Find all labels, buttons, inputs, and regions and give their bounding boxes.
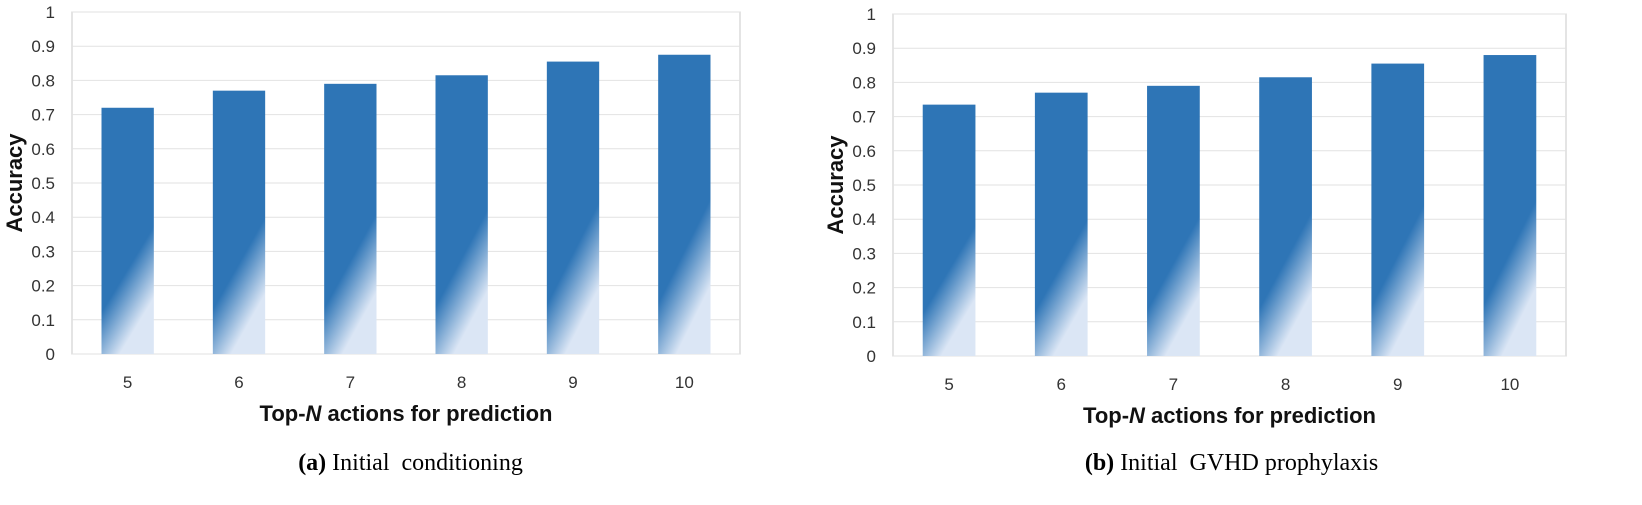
bar bbox=[435, 75, 488, 355]
x-tick-label: 10 bbox=[1500, 375, 1519, 394]
y-tick-label: 0.3 bbox=[31, 242, 55, 261]
x-tick-label: 9 bbox=[1393, 375, 1402, 394]
y-tick-label: 0.1 bbox=[852, 313, 876, 332]
y-tick-label: 0.4 bbox=[852, 210, 876, 229]
y-tick-label: 0.8 bbox=[852, 73, 876, 92]
y-tick-label: 0.2 bbox=[31, 277, 55, 296]
x-tick-label: 9 bbox=[568, 373, 577, 392]
bar bbox=[1034, 92, 1088, 356]
x-axis-title: Top-N actions for prediction bbox=[1083, 403, 1376, 428]
y-tick-label: 0.2 bbox=[852, 279, 876, 298]
caption-b: (b) Initial GVHD prophylaxis bbox=[821, 450, 1642, 477]
bar-chart-a: 0 0.1 0.2 0.3 0.4 0.5 0.6 0.7 0.8 0.9 1 5 6 7 8 9 10 Top-… bbox=[2, 3, 741, 426]
y-tick-label: 0.8 bbox=[31, 71, 55, 90]
chart-panel-a: 0 0.1 0.2 0.3 0.4 0.5 0.6 0.7 0.8 0.9 1 5 6 7 8 9 10 Top-… bbox=[0, 3, 821, 477]
caption-a: (a) Initial conditioning bbox=[0, 450, 821, 477]
y-tick-label: 0.6 bbox=[31, 140, 55, 159]
x-tick-label: 5 bbox=[944, 375, 953, 394]
bar bbox=[1147, 85, 1200, 356]
x-tick-label: 6 bbox=[234, 373, 243, 392]
y-tick-label: 1 bbox=[46, 3, 55, 22]
bar bbox=[324, 83, 377, 354]
chart-panel-b: 0 0.1 0.2 0.3 0.4 0.5 0.6 0.7 0.8 0.9 1 5 6 7 8 9 10 Top-… bbox=[821, 0, 1642, 505]
y-tick-label: 0.9 bbox=[852, 39, 876, 58]
x-tick-label: 8 bbox=[1281, 375, 1290, 394]
y-tick-label: 0.5 bbox=[31, 174, 55, 193]
y-tick-label: 0.1 bbox=[31, 311, 55, 330]
x-tick-label: 7 bbox=[1169, 375, 1178, 394]
y-tick-label: 0.6 bbox=[852, 142, 876, 161]
bar bbox=[1259, 77, 1312, 357]
bar bbox=[101, 107, 154, 354]
y-axis-title: Accuracy bbox=[823, 135, 848, 235]
x-axis-title: Top-N actions for prediction bbox=[260, 401, 553, 426]
bar bbox=[546, 61, 600, 355]
y-tick-label: 0.7 bbox=[852, 108, 876, 127]
x-tick-label: 5 bbox=[123, 373, 132, 392]
caption-text-a: Initial conditioning bbox=[326, 450, 523, 476]
y-tick-label: 1 bbox=[867, 5, 876, 24]
bar-chart-b: 0 0.1 0.2 0.3 0.4 0.5 0.6 0.7 0.8 0.9 1 5 6 7 8 9 10 Top-… bbox=[823, 5, 1567, 428]
y-tick-label: 0.3 bbox=[852, 244, 876, 263]
y-tick-label: 0 bbox=[46, 345, 55, 364]
bar bbox=[922, 104, 976, 356]
x-tick-label: 10 bbox=[675, 373, 694, 392]
y-tick-label: 0.7 bbox=[31, 106, 55, 125]
y-tick-label: 0.5 bbox=[852, 176, 876, 195]
bar bbox=[1483, 55, 1537, 356]
caption-text-b: Initial GVHD prophylaxis bbox=[1114, 450, 1379, 476]
bar bbox=[212, 90, 266, 354]
x-tick-label: 7 bbox=[346, 373, 355, 392]
caption-label-a: (a) bbox=[298, 450, 327, 476]
caption-label-b: (b) bbox=[1084, 450, 1115, 476]
y-tick-label: 0 bbox=[867, 347, 876, 366]
bar bbox=[658, 54, 711, 354]
y-axis-title: Accuracy bbox=[2, 133, 27, 233]
x-tick-label: 8 bbox=[457, 373, 466, 392]
bar bbox=[1371, 63, 1425, 357]
y-tick-label: 0.4 bbox=[31, 208, 55, 227]
x-tick-label: 6 bbox=[1057, 375, 1066, 394]
y-tick-label: 0.9 bbox=[31, 37, 55, 56]
